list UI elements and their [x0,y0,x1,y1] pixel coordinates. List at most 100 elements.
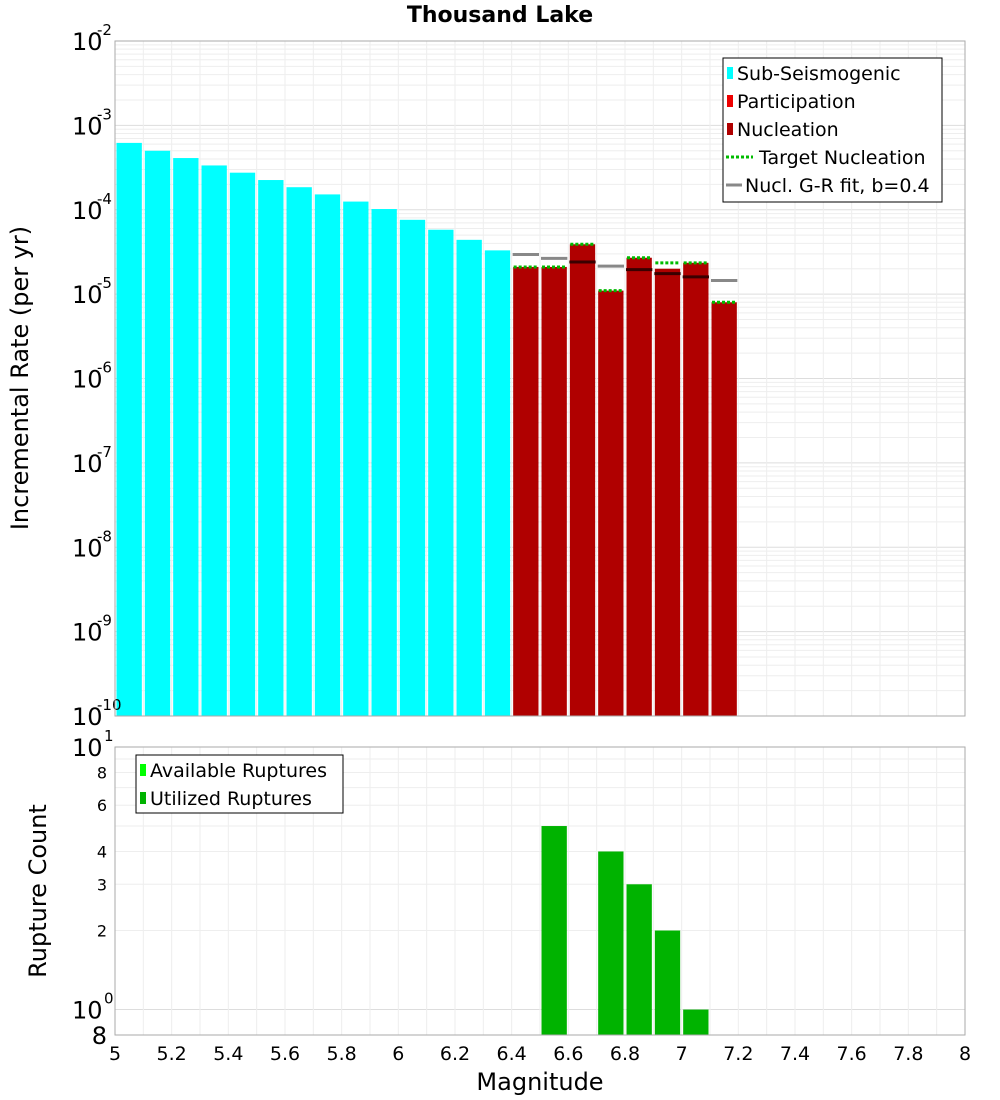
nucleation-bar [541,266,567,716]
x-tick-label: 7.2 [723,1043,753,1065]
top-plot-frame [114,40,966,717]
legend-item-nucleation: Nucleation [727,119,839,141]
utilized-ruptures-bar [598,851,624,1035]
x-ticks: 5 5.2 5.4 5.6 5.8 6 6.2 6.4 6.6 6.8 7 7.2 7.4 7.6 7.8 8 [109,1043,971,1065]
legend-item-gr-fit: Nucl. G-R fit, b=0.4 [726,175,930,197]
y-tick-label: 10 [72,197,103,225]
sub-seismogenic-bar [314,194,341,716]
x-tick-label: 5.6 [270,1043,300,1065]
sub-seismogenic-bar [371,209,397,716]
x-tick-label: 6.2 [440,1043,470,1065]
y-tick-exponent: 1 [104,727,114,745]
x-tick-label: 6 [392,1043,404,1065]
legend-label-available-ruptures: Available Ruptures [150,760,327,782]
bottom-bars [541,826,709,1035]
legend-item-utilized-ruptures: Utilized Ruptures [140,788,312,810]
sub-seismogenic-bar [286,187,312,716]
x-tick-label: 7.4 [780,1043,810,1065]
legend-label-participation: Participation [737,91,856,113]
x-axis-label: Magnitude [476,1068,603,1096]
x-tick-label: 7.6 [837,1043,867,1065]
sub-seismogenic-bar [144,150,171,716]
x-tick-label: 5 [109,1043,121,1065]
utilized-ruptures-bar [683,1009,709,1035]
x-tick-label: 6.4 [497,1043,527,1065]
x-tick-label: 6.6 [553,1043,583,1065]
y-tick-label: 8 [92,1022,107,1050]
sub-seismogenic-bar [116,142,142,716]
nucleation-bar [654,268,681,716]
legend-label-sub-seismogenic: Sub-Seismogenic [737,63,901,85]
y-tick-label: 10 [72,112,103,140]
y-tick-exponent: -6 [97,359,112,377]
y-tick-exponent: -7 [97,443,112,461]
y-tick-label: 10 [72,534,103,562]
y-tick-label: 10 [72,450,103,478]
sub-seismogenic-bar [258,180,284,716]
y-tick-exponent: -2 [97,21,112,39]
legend-swatch-participation [727,95,733,107]
x-tick-label: 5.4 [213,1043,243,1065]
y-tick-label: 10 [72,619,103,647]
legend-item-sub-seismogenic: Sub-Seismogenic [727,63,901,85]
legend-item-available-ruptures: Available Ruptures [140,760,327,782]
legend-label-utilized-ruptures: Utilized Ruptures [150,788,312,810]
y-tick-minor-label: 6 [97,796,107,815]
sub-seismogenic-bar [229,172,256,717]
y-tick-label: 10 [72,28,103,56]
legend-swatch-sub-seismogenic [727,67,733,79]
legend-label-gr-fit: Nucl. G-R fit, b=0.4 [745,175,930,197]
legend-label-nucleation: Nucleation [737,119,839,141]
legend-label-target-nucleation: Target Nucleation [758,147,926,169]
y-tick-exponent: 0 [104,990,114,1008]
top-step-lines [512,242,738,304]
legend-swatch-nucleation [727,123,733,135]
sub-seismogenic-bar [484,250,511,717]
top-legend: Sub-Seismogenic Participation Nucleation… [722,57,943,203]
sub-seismogenic-bar [456,239,482,716]
bottom-y-axis-label: Rupture Count [24,804,52,978]
y-tick-exponent: -4 [97,190,112,208]
y-tick-label: 10 [72,366,103,394]
top-y-axis-label: Incremental Rate (per yr) [6,226,34,530]
nucleation-bar [711,302,737,716]
y-tick-label: 10 [72,703,103,731]
x-tick-label: 8 [959,1043,971,1065]
y-tick-minor-label: 4 [97,842,107,861]
bottom-plot-frame [114,746,966,1036]
x-tick-label: 5.2 [157,1043,187,1065]
y-tick-exponent: -8 [97,527,112,545]
chart-title: Thousand Lake [407,3,593,28]
sub-seismogenic-bar [399,219,426,717]
x-tick-label: 6.8 [610,1043,640,1065]
x-tick-label: 5.8 [327,1043,357,1065]
sub-seismogenic-bar [428,229,454,717]
legend-item-target-nucleation: Target Nucleation [726,147,926,169]
x-tick-label: 7.8 [893,1043,923,1065]
legend-item-participation: Participation [727,91,856,113]
y-tick-exponent: -9 [97,612,112,630]
y-tick-minor-label: 2 [97,922,107,941]
y-tick-label: 10 [72,281,103,309]
y-tick-minor-label: 8 [97,763,107,782]
y-tick-exponent: -3 [97,105,112,123]
utilized-ruptures-bar [626,884,652,1035]
utilized-ruptures-bar [654,930,681,1035]
nucleation-bar [626,257,652,716]
y-tick-exponent: -5 [97,274,112,292]
sub-seismogenic-bar [343,201,369,716]
y-tick-exponent: -10 [97,696,122,714]
sub-seismogenic-bar [173,158,199,716]
x-tick-label: 7 [676,1043,688,1065]
nucleation-bar [683,262,709,716]
legend-swatch-utilized-ruptures [140,792,146,804]
bottom-legend: Available Ruptures Utilized Ruptures [135,754,344,814]
y-tick-label: 10 [72,734,103,762]
nucleation-bar [513,266,539,716]
legend-swatch-available-ruptures [140,764,146,776]
nucleation-bar [569,244,596,717]
y-tick-minor-label: 3 [97,875,107,894]
sub-seismogenic-bar [201,165,227,716]
